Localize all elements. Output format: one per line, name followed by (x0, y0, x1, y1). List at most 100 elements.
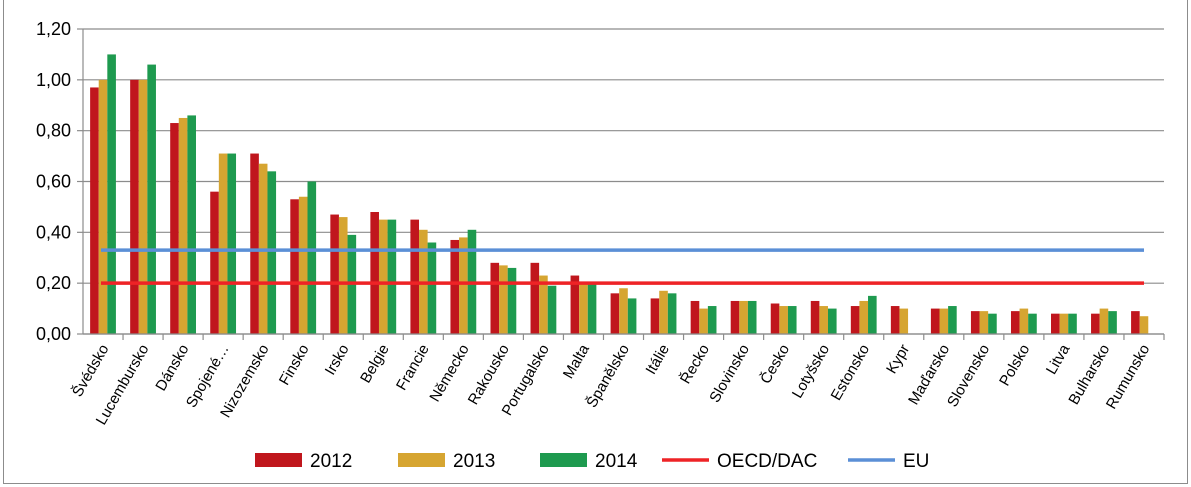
bar-2014 (107, 54, 116, 335)
bar-2013 (138, 79, 148, 334)
bar-2013 (1019, 308, 1029, 334)
bar-2014 (627, 298, 637, 334)
y-tick-label: 0,00 (36, 324, 71, 344)
x-category-label: Irsko (322, 342, 353, 379)
bar-2014 (587, 283, 597, 334)
bar-2012 (970, 311, 980, 334)
bar-2014 (547, 285, 557, 334)
bar-2012 (90, 87, 99, 334)
y-tick-label: 0,60 (36, 172, 71, 192)
bar-2013 (338, 217, 348, 334)
bar-2013 (699, 308, 708, 334)
legend-swatch-2014 (540, 453, 587, 467)
legend-label: 2012 (310, 451, 352, 472)
x-category-label: Malta (560, 341, 593, 382)
legend-label: OECD/DAC (717, 451, 817, 472)
x-category-label: Lotyšsko (789, 342, 833, 402)
bar-2014 (507, 267, 517, 334)
y-tick-label: 1,00 (36, 70, 71, 90)
bar-2012 (170, 123, 179, 335)
bar-2014 (227, 153, 237, 334)
bar-2012 (330, 214, 339, 334)
legend: 2012 2013 2014 OECD/DAC EU (255, 451, 929, 472)
bar-2013 (459, 237, 468, 334)
chart-frame (3, 0, 1188, 484)
bar-2014 (387, 219, 397, 334)
bar-2012 (370, 212, 379, 334)
bar-2013 (739, 300, 748, 334)
x-category-label: Dánsko (152, 342, 192, 395)
bar-2012 (1010, 311, 1020, 334)
bar-2012 (530, 262, 540, 334)
bar-2013 (579, 283, 588, 334)
y-axis: 0,00 0,20 0,40 0,60 0,80 1,00 1,20 (36, 19, 84, 344)
bar-2014 (707, 306, 717, 334)
x-category-label: Česko (757, 342, 793, 387)
bar-2012 (850, 306, 860, 334)
y-tick-label: 1,20 (36, 19, 71, 39)
x-category-label: Řecko (677, 342, 713, 387)
bar-2014 (1068, 313, 1077, 334)
bar-2013 (819, 306, 828, 334)
x-category-label: Slovinsko (706, 342, 753, 406)
x-category-label: Polsko (996, 342, 1033, 389)
bar-2013 (378, 219, 388, 334)
bar-2013 (619, 288, 628, 334)
x-category-label: Litva (1043, 341, 1074, 378)
x-category-label: Estonsko (828, 342, 874, 404)
bar-2014 (868, 295, 877, 334)
x-category-label: Itálie (642, 342, 673, 378)
bar-2013 (659, 290, 668, 334)
bar-2013 (298, 196, 308, 334)
bar-2012 (730, 300, 740, 334)
bar-2012 (770, 303, 780, 334)
bar-2014 (827, 308, 837, 334)
bar-2014 (667, 293, 677, 334)
bar-2013 (499, 265, 508, 334)
bar-2014 (1028, 313, 1037, 334)
bar-2014 (267, 171, 277, 334)
bar-2013 (899, 308, 909, 334)
bar-2014 (747, 300, 757, 334)
reference-lines (101, 248, 1144, 285)
bar-2012 (210, 191, 219, 334)
bar-2013 (859, 300, 869, 334)
bar-2013 (979, 311, 989, 334)
bar-2012 (610, 293, 620, 334)
bar-2013 (939, 308, 949, 334)
bar-2014 (787, 306, 797, 334)
bar-2014 (427, 242, 437, 334)
bar-2013 (539, 275, 548, 334)
x-category-label: Finsko (276, 342, 313, 389)
bar-2012 (690, 300, 700, 334)
bar-2013 (1099, 308, 1109, 334)
bar-2012 (450, 239, 460, 334)
y-tick-label: 0,20 (36, 273, 71, 293)
bar-2014 (307, 181, 317, 334)
bar-2014 (948, 306, 957, 334)
bar-2013 (98, 79, 108, 334)
bar-2014 (147, 64, 156, 334)
y-tick-label: 0,40 (36, 222, 71, 242)
bar-2012 (250, 153, 259, 334)
x-category-label: Francie (393, 342, 433, 394)
bar-2013 (1139, 316, 1149, 334)
bar-2014 (187, 115, 196, 335)
bar-2012 (650, 298, 660, 334)
bar-2013 (1059, 313, 1069, 334)
bar-2012 (930, 308, 940, 334)
y-tick-label: 0,80 (36, 121, 71, 141)
bar-2012 (570, 275, 580, 334)
bar-2012 (1091, 313, 1100, 334)
bar-2012 (410, 219, 420, 334)
x-category-label: Německo (426, 341, 472, 404)
x-category-label: Kypr (883, 341, 913, 376)
bar-2012 (490, 262, 500, 334)
legend-swatch-2013 (398, 453, 445, 467)
bar-2012 (810, 300, 820, 334)
bar-2012 (130, 79, 139, 334)
legend-swatch-2012 (255, 453, 302, 467)
bar-2014 (1108, 311, 1117, 334)
